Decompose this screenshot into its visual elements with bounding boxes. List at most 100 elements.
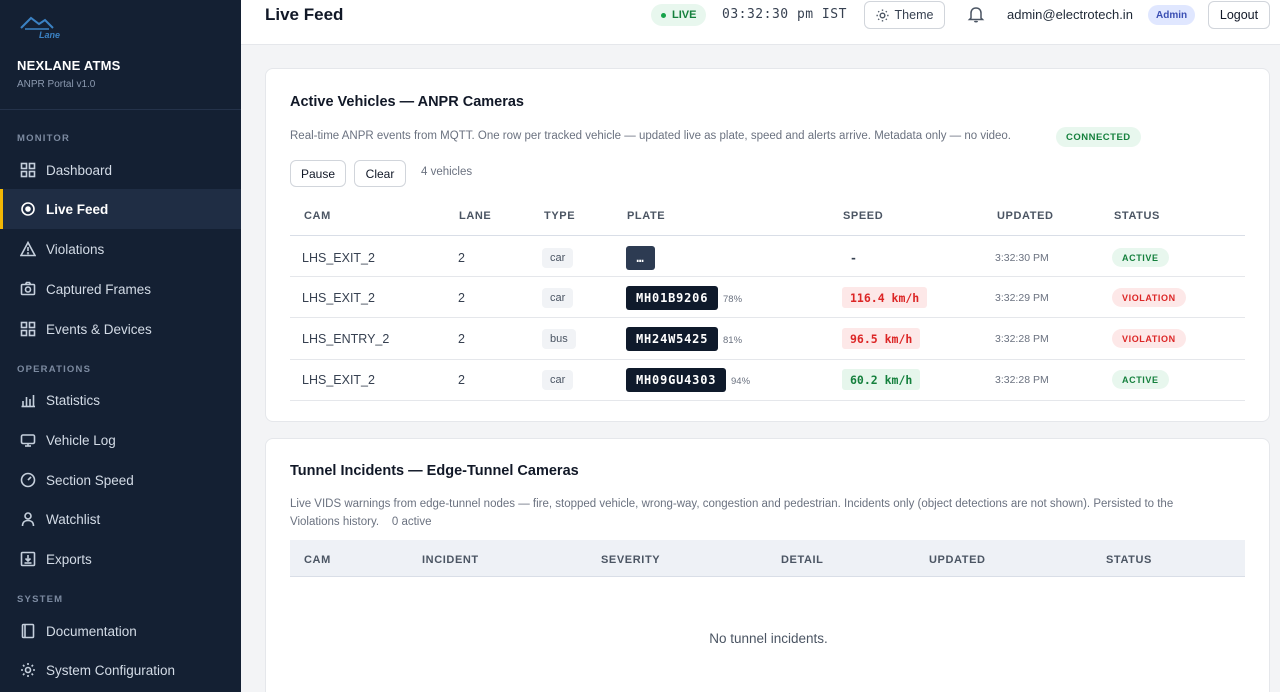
logo-text: Lane	[39, 30, 60, 40]
logout-button[interactable]: Logout	[1208, 1, 1270, 29]
live-dot-icon	[661, 12, 666, 18]
sidebar-item-violations[interactable]: Violations	[0, 229, 241, 269]
live-dot-icon	[19, 201, 36, 218]
sidebar-item-label: System Configuration	[46, 662, 176, 678]
gear-icon	[19, 662, 36, 679]
row-divider	[290, 317, 1245, 318]
sidebar-item-label: Exports	[46, 551, 92, 567]
sidebar-item-label: Live Feed	[46, 201, 109, 217]
speed-value: 96.5 km/h	[842, 328, 921, 349]
sidebar-item-events-devices[interactable]: Events & Devices	[0, 309, 241, 349]
description-line-2: Violations history.	[290, 516, 380, 528]
column-header-incident: INCIDENT	[422, 554, 479, 566]
type-chip: car	[542, 248, 574, 268]
column-header-updated: UPDATED	[929, 554, 986, 566]
sidebar-item-section-speed[interactable]: Section Speed	[0, 460, 241, 500]
camera-icon	[19, 281, 36, 298]
grid-icon	[19, 162, 36, 179]
live-label: LIVE	[672, 9, 697, 21]
sidebar-item-dashboard[interactable]: Dashboard	[0, 150, 241, 190]
bar-chart-icon	[19, 392, 36, 409]
empty-state: No tunnel incidents.	[709, 631, 828, 646]
status-badge: VIOLATION	[1112, 288, 1186, 307]
cell-cam: LHS_EXIT_2	[302, 373, 375, 387]
top-bar: Live Feed LIVE 03:32:30 pm IST Theme adm…	[241, 0, 1280, 45]
brand-name: NEXLANE ATMS	[17, 58, 121, 73]
sidebar-item-vehicle-log[interactable]: Vehicle Log	[0, 420, 241, 460]
section-label-operations: OPERATIONS	[17, 364, 92, 375]
row-divider	[290, 400, 1245, 401]
card-description: Real-time ANPR events from MQTT. One row…	[290, 130, 1012, 142]
bell-icon[interactable]	[967, 5, 985, 23]
column-header-severity: SEVERITY	[601, 554, 661, 566]
card-description: Live VIDS warnings from edge-tunnel node…	[290, 495, 1250, 531]
user-icon	[19, 511, 36, 528]
active-vehicles-card: Active Vehicles — ANPR Cameras Real-time…	[265, 68, 1270, 422]
speed-value: -	[850, 250, 857, 265]
plate-confidence: 81%	[723, 335, 743, 346]
updated-time: 3:32:28 PM	[995, 333, 1049, 345]
pause-button[interactable]: Pause	[290, 160, 346, 187]
card-title: Tunnel Incidents — Edge-Tunnel Cameras	[290, 463, 579, 479]
grid-icon	[19, 321, 36, 338]
book-icon	[19, 623, 36, 640]
cell-lane: 2	[458, 251, 465, 265]
updated-time: 3:32:29 PM	[995, 292, 1049, 304]
section-label-monitor: MONITOR	[17, 133, 71, 144]
sidebar-item-label: Statistics	[46, 392, 101, 408]
logo-icon: Lane	[20, 16, 60, 40]
tunnel-incidents-card: Tunnel Incidents — Edge-Tunnel Cameras L…	[265, 438, 1270, 692]
sidebar-item-label: Watchlist	[46, 511, 101, 527]
active-count: 0 active	[391, 516, 432, 528]
updated-time: 3:32:30 PM	[995, 252, 1049, 264]
status-badge: VIOLATION	[1112, 329, 1186, 348]
sidebar-item-statistics[interactable]: Statistics	[0, 380, 241, 420]
plate-badge: MH24W5425	[626, 327, 719, 351]
sidebar-item-live-feed[interactable]: Live Feed	[0, 189, 241, 229]
sidebar-item-watchlist[interactable]: Watchlist	[0, 499, 241, 539]
sidebar-item-label: Documentation	[46, 623, 137, 639]
brand: Lane NEXLANE ATMS ANPR Portal v1.0	[0, 0, 241, 110]
cell-cam: LHS_EXIT_2	[302, 251, 375, 265]
vehicle-count: 4 vehicles	[421, 166, 473, 178]
sidebar-item-label: Events & Devices	[46, 321, 152, 337]
status-badge: ACTIVE	[1112, 370, 1169, 389]
car-icon	[19, 432, 36, 449]
theme-button[interactable]: Theme	[864, 1, 945, 29]
cell-cam: LHS_ENTRY_2	[302, 332, 390, 346]
sidebar-item-captured-frames[interactable]: Captured Frames	[0, 269, 241, 309]
table-header	[290, 540, 1245, 577]
updated-time: 3:32:28 PM	[995, 374, 1049, 386]
clock: 03:32:30 pm IST	[722, 7, 847, 22]
sidebar-item-system-configuration[interactable]: System Configuration	[0, 650, 241, 690]
sidebar: Lane NEXLANE ATMS ANPR Portal v1.0 MONIT…	[0, 0, 241, 692]
sun-icon	[876, 8, 889, 22]
column-header-lane: LANE	[459, 210, 492, 222]
cell-lane: 2	[458, 291, 465, 305]
column-header-plate: PLATE	[627, 210, 666, 222]
sidebar-item-exports[interactable]: Exports	[0, 539, 241, 579]
plate-badge: …	[626, 246, 655, 270]
plate-badge: MH01B9206	[626, 286, 719, 310]
cell-cam: LHS_EXIT_2	[302, 291, 375, 305]
role-badge: Admin	[1148, 5, 1196, 25]
type-chip: car	[542, 288, 574, 308]
column-header-cam: CAM	[304, 210, 331, 222]
column-header-detail: DETAIL	[781, 554, 824, 566]
plate-confidence: 94%	[731, 376, 751, 387]
live-status-badge: LIVE	[651, 4, 707, 26]
header-divider	[290, 235, 1245, 236]
clear-button[interactable]: Clear	[354, 160, 406, 187]
description-line-1: Live VIDS warnings from edge-tunnel node…	[290, 498, 1174, 510]
type-chip: bus	[542, 329, 576, 349]
theme-label: Theme	[894, 8, 934, 22]
page-title: Live Feed	[265, 5, 344, 24]
sidebar-item-label: Section Speed	[46, 472, 134, 488]
plate-confidence: 78%	[723, 294, 743, 305]
column-header-status: STATUS	[1106, 554, 1152, 566]
sidebar-item-label: Captured Frames	[46, 281, 152, 297]
cell-lane: 2	[458, 332, 465, 346]
card-title: Active Vehicles — ANPR Cameras	[290, 94, 524, 110]
sidebar-item-label: Vehicle Log	[46, 432, 116, 448]
sidebar-item-documentation[interactable]: Documentation	[0, 611, 241, 651]
